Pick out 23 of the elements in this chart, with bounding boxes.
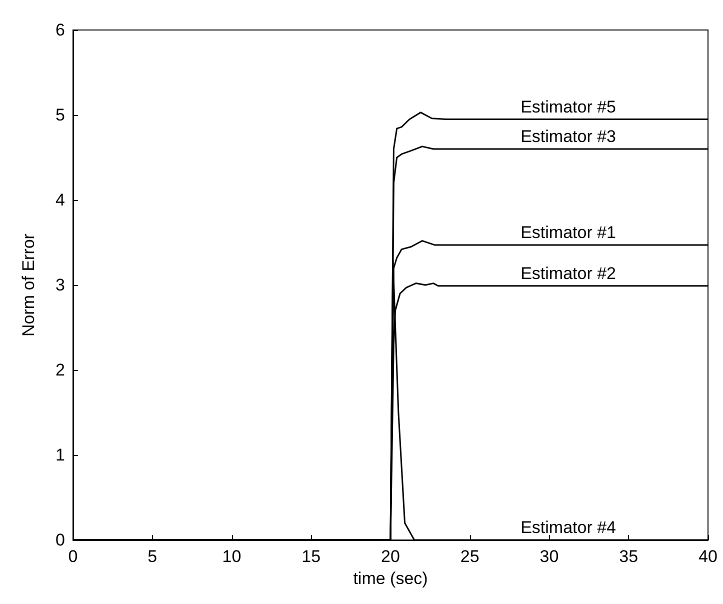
- y-tick-label: 1: [56, 446, 65, 464]
- y-tick-label: 4: [56, 190, 65, 210]
- series-label: Estimator #4: [520, 518, 616, 537]
- x-tick-label: 0: [68, 547, 78, 566]
- y-tick-label: 2: [56, 360, 65, 380]
- y-tick-label: 6: [56, 20, 65, 40]
- x-tick-label: 5: [148, 547, 158, 566]
- x-tick-label: 25: [460, 547, 480, 566]
- x-tick-label: 15: [302, 547, 321, 566]
- series-label: Estimator #3: [520, 127, 616, 146]
- series-label: Estimator #2: [520, 264, 616, 283]
- y-tick-label: 5: [56, 106, 65, 124]
- x-axis-title: time (sec): [353, 568, 428, 588]
- x-tick-label: 30: [540, 547, 559, 566]
- x-tick-label: 35: [619, 547, 638, 566]
- x-tick-label: 10: [222, 547, 242, 566]
- y-axis-title: Norm of Error: [19, 233, 38, 336]
- y-tick-label: 3: [56, 276, 65, 294]
- series-label: Estimator #5: [520, 97, 616, 116]
- y-tick-label: 0: [56, 530, 65, 550]
- series-label: Estimator #1: [520, 223, 616, 242]
- x-tick-label: 40: [698, 547, 718, 566]
- x-tick-label: 20: [381, 547, 400, 566]
